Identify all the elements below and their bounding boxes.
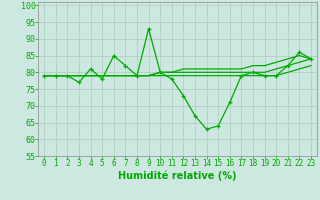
X-axis label: Humidité relative (%): Humidité relative (%) — [118, 171, 237, 181]
